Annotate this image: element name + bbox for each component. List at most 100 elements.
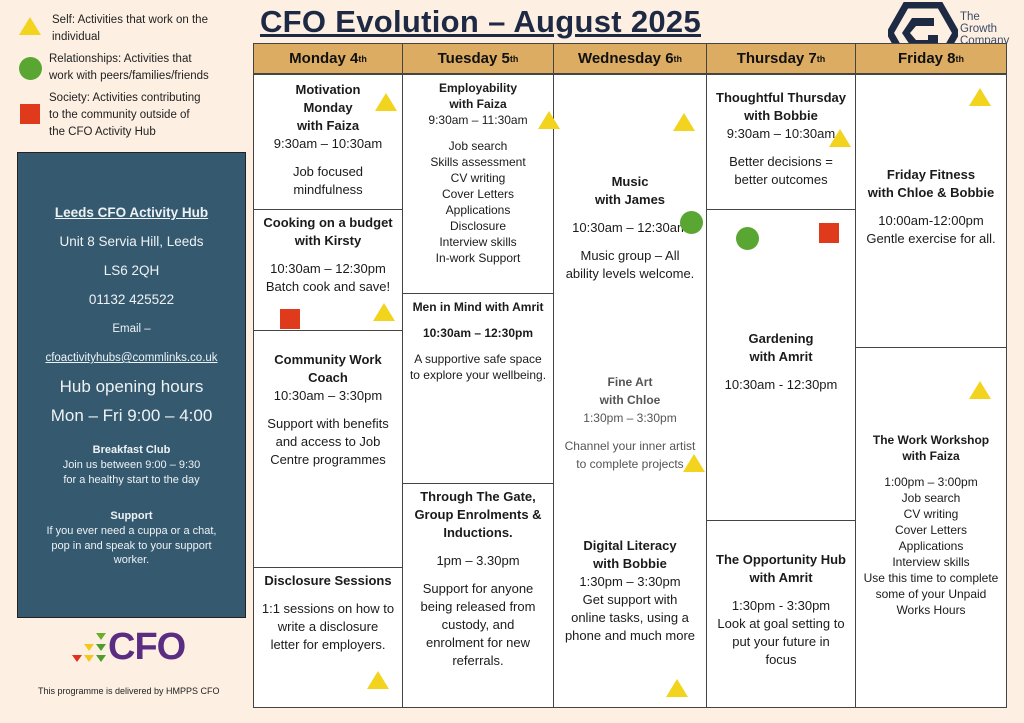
activity-title: with Faiza bbox=[902, 449, 960, 463]
day-name: Thursday 7 bbox=[736, 50, 817, 67]
activity-title: Cooking on a budget bbox=[263, 215, 393, 230]
activity-text: Channel your inner artist bbox=[564, 439, 696, 453]
relationships-circle-icon bbox=[19, 57, 42, 80]
legend-text: work with peers/families/friends bbox=[49, 70, 209, 82]
legend-society: Society: Activities contributing to the … bbox=[49, 90, 201, 141]
society-square-icon bbox=[20, 104, 40, 124]
activity-title: Thoughtful Thursday bbox=[716, 90, 846, 105]
cfo-triangles-icon bbox=[72, 633, 106, 662]
email-link[interactable]: cfoactivityhubs@commlinks.co.uk bbox=[45, 352, 218, 364]
spacer bbox=[707, 366, 855, 376]
activity-text: Interview skills bbox=[892, 555, 970, 569]
activity-title: 10:30am – 12:30pm bbox=[422, 326, 534, 340]
self-triangle-icon bbox=[666, 679, 688, 697]
activity-text: 10:30am – 12:30pm bbox=[270, 261, 386, 276]
activity-text: 1:30pm - 3:30pm bbox=[731, 598, 831, 613]
activity-cell-mon4: Disclosure Sessions 1:1 sessions on how t… bbox=[253, 567, 403, 708]
spacer bbox=[403, 542, 553, 552]
self-triangle-icon bbox=[829, 129, 851, 147]
activity-title: with Bobbie bbox=[593, 556, 667, 571]
legend-text: Self: Activities that work on the bbox=[52, 14, 208, 26]
activity-title: Through The Gate, bbox=[420, 489, 536, 504]
spacer bbox=[403, 128, 553, 138]
spacer bbox=[856, 202, 1006, 212]
legend-text: the CFO Activity Hub bbox=[49, 126, 156, 138]
activity-cell-tue3: Through The Gate, Group Enrolments & Induc… bbox=[402, 483, 554, 708]
activity-text: A supportive safe space bbox=[414, 352, 542, 366]
hub-postcode: LS6 2QH bbox=[103, 263, 160, 278]
activity-text: 1pm – 3.30pm bbox=[436, 553, 520, 568]
activity-text: write a disclosure bbox=[277, 619, 379, 634]
activity-text: Use this time to complete bbox=[863, 571, 999, 585]
activity-text: being released from bbox=[420, 599, 536, 614]
activity-text: to explore your wellbeing. bbox=[409, 368, 547, 382]
activity-text: to complete projects bbox=[576, 457, 684, 471]
activity-text: online tasks, using a bbox=[571, 610, 689, 625]
self-triangle-icon bbox=[367, 671, 389, 689]
hub-address: Unit 8 Servia Hill, Leeds bbox=[59, 234, 204, 249]
relationships-circle-icon bbox=[736, 227, 759, 250]
spacer bbox=[254, 153, 402, 163]
spacer bbox=[403, 341, 553, 351]
self-triangle-icon bbox=[19, 17, 41, 35]
activity-title: with Kirsty bbox=[294, 233, 362, 248]
activity-text: Job search bbox=[448, 139, 508, 153]
activity-text: Better decisions = bbox=[729, 154, 833, 169]
support-text: pop in and speak to your support bbox=[51, 540, 212, 552]
hub-info-panel: Leeds CFO Activity Hub Unit 8 Servia Hil… bbox=[17, 152, 246, 618]
cfo-logo-text: CFO bbox=[108, 626, 186, 668]
spacer bbox=[554, 237, 706, 247]
self-triangle-icon bbox=[373, 303, 395, 321]
activity-text: Job focused bbox=[292, 164, 364, 179]
activity-text: focus bbox=[765, 652, 797, 667]
activity-text: 1:1 sessions on how to bbox=[261, 601, 395, 616]
self-triangle-icon bbox=[969, 381, 991, 399]
activity-cell-thu1: Thoughtful Thursday with Bobbie 9:30am – 1… bbox=[706, 74, 856, 210]
legend-text: Relationships: Activities that bbox=[49, 53, 192, 65]
activity-title: Monday bbox=[303, 100, 353, 115]
activity-cell-tue2: Men in Mind with Amrit 10:30am – 12:30pm A… bbox=[402, 293, 554, 484]
hours-label: Hub opening hours bbox=[59, 377, 204, 396]
activity-text: Centre programmes bbox=[270, 452, 386, 467]
activity-text: Cover Letters bbox=[441, 187, 515, 201]
activity-title: Men in Mind with Amrit bbox=[412, 300, 544, 314]
activity-cell-mon3: Community Work Coach 10:30am – 3:30pm Suppo… bbox=[253, 330, 403, 568]
activity-text: 10:30am - 12:30pm bbox=[724, 377, 838, 392]
support-title: Support bbox=[110, 510, 153, 522]
activity-text: 10:30am – 3:30pm bbox=[273, 388, 383, 403]
activity-text: Batch cook and save! bbox=[265, 279, 391, 294]
breakfast-title: Breakfast Club bbox=[92, 444, 171, 456]
activity-title: Gardening bbox=[748, 331, 814, 346]
activity-text: Applications bbox=[445, 203, 511, 217]
activity-title: with Amrit bbox=[749, 349, 813, 364]
activity-title: with Faiza bbox=[449, 97, 507, 111]
activity-text: 1:00pm – 3:00pm bbox=[884, 475, 978, 489]
activity-title: with Chloe bbox=[599, 393, 661, 407]
activity-text: 9:30am – 10:30am bbox=[726, 126, 836, 141]
activity-text: 9:30am – 10:30am bbox=[273, 136, 383, 151]
spacer bbox=[707, 587, 855, 597]
activity-text: Cover Letters bbox=[894, 523, 968, 537]
activity-title: Fine Art bbox=[607, 375, 653, 389]
activity-text: CV writing bbox=[903, 507, 959, 521]
activity-cell-thu2: Gardening with Amrit 10:30am - 12:30pm bbox=[706, 209, 856, 521]
society-square-icon bbox=[280, 309, 300, 329]
spacer bbox=[856, 464, 1006, 474]
legend-relationships: Relationships: Activities that work with… bbox=[49, 51, 209, 85]
activity-text: Support with benefits bbox=[267, 416, 389, 431]
activity-text: 9:30am – 11:30am bbox=[428, 113, 528, 127]
activity-text: CV writing bbox=[450, 171, 506, 185]
logo-text: The bbox=[960, 11, 980, 23]
activity-title: Friday Fitness bbox=[886, 167, 976, 182]
activity-title: Employability bbox=[438, 81, 518, 95]
logo-text: Growth bbox=[960, 23, 998, 35]
society-square-icon bbox=[819, 223, 839, 243]
self-triangle-icon bbox=[673, 113, 695, 131]
activity-text: put your future in bbox=[732, 634, 830, 649]
activity-text: letter for employers. bbox=[270, 637, 386, 652]
activity-title: The Work Workshop bbox=[872, 433, 990, 447]
